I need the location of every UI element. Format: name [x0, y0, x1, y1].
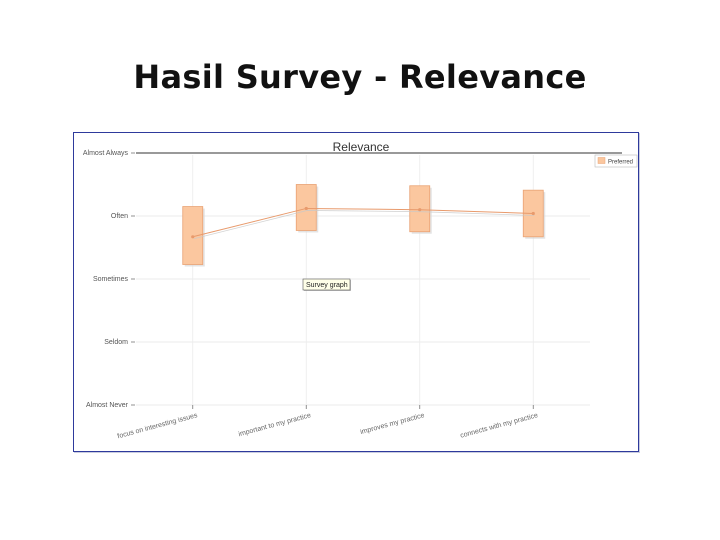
- relevance-chart: Relevance Almost Never Seldom Sometimes Ofte…: [83, 140, 638, 440]
- series-line-shadow: [193, 210, 535, 240]
- y-tick-label: Almost Never: [86, 402, 129, 409]
- category-label: improves my practice: [360, 412, 426, 436]
- tooltip-box: [302, 278, 351, 291]
- y-tick-label: Seldom: [104, 339, 128, 346]
- legend-swatch: [597, 157, 606, 164]
- tooltip-label: Survey graph: [306, 282, 348, 289]
- slide-title: Hasil Survey - Relevance: [133, 58, 587, 96]
- y-tick-label: Almost Always: [83, 150, 129, 157]
- data-point[interactable]: [304, 206, 308, 211]
- y-tick-label: Sometimes: [93, 276, 129, 283]
- chart-frame: Relevance Almost Never Seldom Sometimes Ofte…: [73, 132, 639, 452]
- legend-label: Preferred: [608, 160, 633, 166]
- category-label: important to my practice: [238, 412, 312, 438]
- series-line: [192, 207, 534, 238]
- data-point[interactable]: [531, 211, 535, 216]
- y-tick-label: Often: [111, 213, 128, 220]
- category-label: focus on interesting issues: [117, 412, 199, 440]
- legend-box: [594, 154, 638, 168]
- data-point[interactable]: [191, 235, 195, 239]
- data-point[interactable]: [418, 208, 422, 212]
- chart-title: Relevance: [333, 140, 390, 154]
- category-label: connects with my practice: [460, 412, 539, 440]
